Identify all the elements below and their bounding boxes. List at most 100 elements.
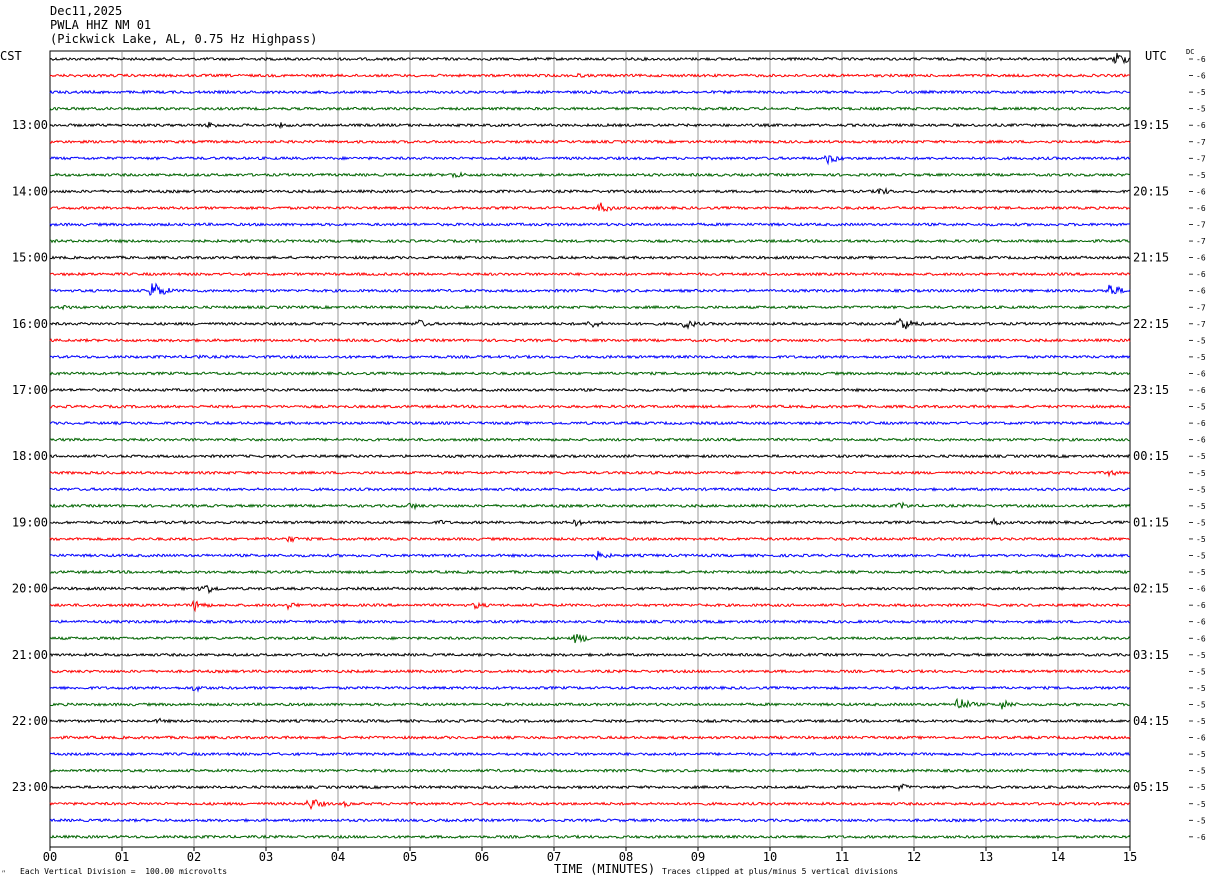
dc-offset-label: -5 [1196, 353, 1206, 362]
seismogram-trace [49, 282, 1131, 296]
seismogram-trace [49, 550, 1130, 561]
seismogram-trace [50, 255, 1131, 261]
dc-offset-label: -6 [1196, 436, 1206, 445]
seismogram-trace [49, 652, 1131, 658]
seismogram-trace [49, 834, 1131, 840]
seismogram-trace [49, 72, 1131, 78]
dc-offset-label: -7 [1196, 154, 1206, 163]
dc-offset-label: -6 [1196, 601, 1206, 610]
dc-offset-label: -5 [1196, 535, 1206, 544]
dc-offset-label: -5 [1196, 552, 1206, 561]
seismogram-trace [49, 697, 1131, 710]
x-tick-label: 14 [1051, 850, 1065, 864]
seismogram-trace [49, 222, 1131, 228]
seismogram-trace [50, 516, 1131, 527]
dc-offset-label: -7 [1196, 320, 1206, 329]
seismogram-trace [49, 52, 1131, 65]
dc-offset-label: -5 [1196, 800, 1206, 809]
utc-hour-label: 22:15 [1133, 317, 1169, 331]
seismogram-trace [49, 501, 1131, 511]
seismogram-trace [49, 121, 1131, 130]
dc-offset-label: -5 [1196, 485, 1206, 494]
cst-axis-label: CST [0, 49, 22, 63]
utc-hour-label: 20:15 [1133, 184, 1169, 198]
dc-offset-label: -5 [1196, 700, 1206, 709]
dc-offset-label: -6 [1196, 187, 1206, 196]
utc-hour-label: 05:15 [1133, 780, 1169, 794]
x-axis-title: TIME (MINUTES) [554, 862, 656, 876]
dc-offset-label: -5 [1196, 816, 1206, 825]
seismogram-trace [49, 171, 1131, 179]
x-tick-label: 12 [907, 850, 921, 864]
dc-offset-label: -6 [1196, 369, 1206, 378]
x-tick-label: 10 [763, 850, 777, 864]
cst-hour-label: 17:00 [12, 383, 48, 397]
x-tick-label: 06 [475, 850, 489, 864]
dc-offset-label: -5 [1196, 667, 1206, 676]
dc-offset-label: -5 [1196, 88, 1206, 97]
dc-offset-label: -6 [1196, 734, 1206, 743]
seismogram-trace [49, 354, 1131, 360]
dc-offset-label: -6 [1196, 204, 1206, 213]
dc-offset-label: -7 [1196, 303, 1206, 312]
seismogram-trace [49, 751, 1131, 757]
x-tick-label: 00 [43, 850, 57, 864]
dc-offset-label: -5 [1196, 171, 1206, 180]
dc-offset-label: -6 [1196, 634, 1206, 643]
dc-offset-label: -6 [1196, 287, 1206, 296]
dc-offset-label: -5 [1196, 452, 1206, 461]
corner-mark: ʺ [2, 869, 5, 878]
utc-axis-label: UTC [1145, 49, 1167, 63]
seismogram-trace [49, 337, 1131, 343]
seismogram-trace [49, 685, 1131, 693]
x-tick-label: 02 [187, 850, 201, 864]
seismogram-trace [49, 271, 1131, 277]
seismogram-trace [49, 139, 1131, 145]
x-tick-label: 15 [1123, 850, 1137, 864]
seismogram-trace [49, 387, 1131, 393]
dc-offset-label: -5 [1196, 783, 1206, 792]
station-label: PWLA HHZ NM 01 [50, 18, 152, 32]
dc-offset-label: -5 [1196, 568, 1206, 577]
dc-offset-label: -5 [1196, 651, 1206, 660]
dc-offset-label: -5 [1196, 717, 1206, 726]
utc-hour-label: 00:15 [1133, 449, 1169, 463]
seismogram-trace [49, 584, 1131, 595]
seismogram-trace [49, 420, 1131, 426]
dc-offset-label: -5 [1196, 403, 1206, 412]
seismogram-trace [49, 89, 1131, 95]
date-label: Dec11,2025 [50, 4, 123, 18]
x-tick-label: 08 [619, 850, 633, 864]
dc-offset-label: -6 [1196, 618, 1206, 627]
dc-offset-label: -6 [1196, 254, 1206, 263]
x-tick-label: 04 [331, 850, 345, 864]
x-tick-label: 11 [835, 850, 849, 864]
x-tick-label: 05 [403, 850, 417, 864]
location-label: (Pickwick Lake, AL, 0.75 Hz Highpass) [50, 32, 318, 46]
seismogram-trace [49, 735, 1131, 741]
dc-offset-label: -6 [1196, 72, 1206, 81]
seismogram-trace [49, 768, 1131, 774]
x-tick-label: 03 [259, 850, 273, 864]
seismogram-trace [49, 668, 1131, 674]
seismogram-trace [49, 238, 1131, 244]
x-tick-label: 01 [115, 850, 129, 864]
dc-offset-label: -5 [1196, 750, 1206, 759]
utc-hour-label: 04:15 [1133, 714, 1169, 728]
utc-hour-label: 03:15 [1133, 648, 1169, 662]
seismogram-trace [49, 783, 1131, 793]
dc-offset-label: -5 [1196, 518, 1206, 527]
seismogram-trace [49, 469, 1131, 478]
cst-hour-label: 18:00 [12, 449, 48, 463]
dc-offset-label: -7 [1196, 237, 1206, 246]
seismogram-trace [49, 202, 1131, 213]
cst-hour-label: 20:00 [12, 582, 48, 596]
dc-offset-label: -6 [1196, 833, 1206, 842]
dc-offset-label: -6 [1196, 270, 1206, 279]
seismogram-trace [49, 106, 1131, 112]
dc-offset-label: -6 [1196, 121, 1206, 130]
utc-hour-label: 01:15 [1133, 515, 1169, 529]
cst-hour-label: 21:00 [12, 648, 48, 662]
seismogram-trace [49, 799, 1131, 811]
